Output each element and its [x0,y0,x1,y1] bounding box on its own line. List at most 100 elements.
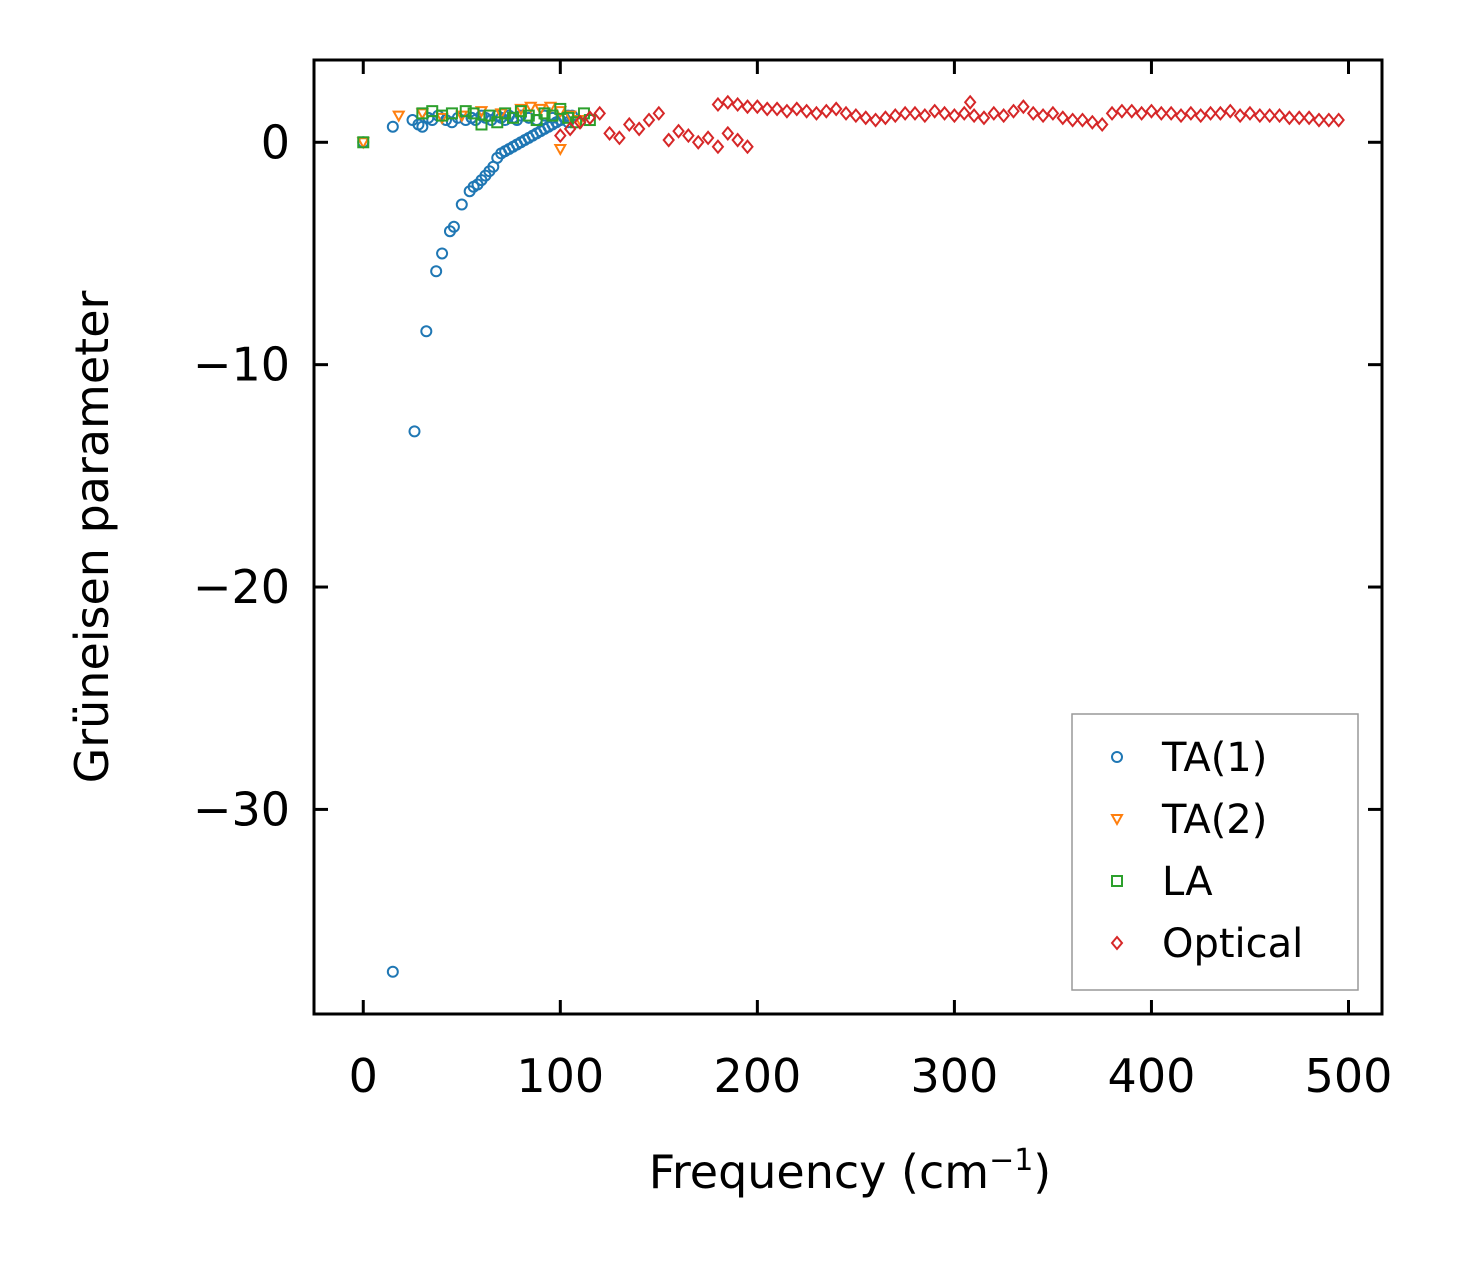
data-point [1273,108,1286,124]
data-point [455,198,468,211]
data-point [800,103,813,119]
data-point [711,96,725,113]
legend-entry: Optical [1110,921,1303,967]
data-point [491,116,504,129]
data-point [721,125,735,141]
data-point [357,136,370,149]
data-point [554,102,567,115]
data-point [447,220,460,233]
legend-box [1071,713,1359,991]
data-point [963,94,977,110]
x-tick-label: 200 [713,1049,801,1103]
legend-entry: LA [1111,859,1213,905]
data-point [479,111,492,124]
series-optical [554,94,1345,155]
data-point [530,114,543,127]
data-point [652,105,666,121]
data-point [1214,105,1227,121]
data-point [533,103,548,116]
data-point [445,107,458,120]
data-point [1164,105,1178,121]
data-point [918,108,932,124]
data-point [869,112,882,128]
data-point [1194,108,1208,124]
y-tick-label: −20 [193,560,290,614]
data-point [1283,110,1296,126]
data-point [908,105,922,121]
series-layer [356,94,1345,978]
legend: TA(1) TA(2) LA Optical [1071,713,1359,991]
y-tick-label: −10 [193,338,290,392]
data-point [1095,116,1109,133]
data-point [1174,108,1188,124]
data-point [1322,112,1336,128]
data-point [563,121,577,137]
data-point [711,139,725,155]
data-point [829,101,843,117]
data-point [682,128,695,144]
data-point [1086,114,1099,130]
data-point [1243,105,1257,121]
data-point [459,105,472,118]
data-point [957,105,971,121]
legend-entries: TA(1) TA(2) LA Optical [1110,735,1303,967]
data-point [1105,105,1119,121]
data-point [1076,112,1089,128]
data-point [475,118,488,131]
data-point [938,105,951,121]
data-point [420,325,433,338]
legend-marker [1110,935,1124,951]
data-point [1036,108,1050,124]
data-point [898,105,912,121]
data-point [543,101,558,114]
data-point [524,101,538,114]
data-point [741,139,754,155]
data-point [879,110,892,126]
x-tick-label: 0 [349,1049,378,1103]
data-point [987,105,1001,121]
legend-marker [1111,751,1123,763]
data-point [691,134,705,150]
data-point [701,130,715,146]
data-point [593,105,607,121]
x-tick-label: 100 [516,1049,604,1103]
y-tick-label: −30 [193,782,290,836]
data-point [1056,110,1070,126]
data-point [436,247,449,260]
data-point [1026,105,1040,121]
data-point [948,108,961,124]
data-point [1302,110,1316,126]
x-axis-label: Frequency (cm−1) [649,1143,1052,1199]
data-point [1263,108,1276,124]
data-point [1292,110,1306,126]
x-tick-label: 300 [910,1049,998,1103]
data-point [721,94,735,110]
data-point [780,103,794,119]
data-point [1115,103,1129,119]
data-point [731,96,744,113]
data-point [928,103,942,119]
data-point [1204,105,1217,121]
data-point [967,108,981,124]
x-tick-label: 500 [1305,1049,1393,1103]
data-point [997,108,1010,124]
data-point [573,114,587,130]
legend-label: LA [1162,859,1213,905]
data-point [553,143,568,157]
data-point [1233,108,1247,124]
legend-marker [1110,814,1124,827]
data-point [810,105,823,121]
data-point [1184,105,1198,121]
data-point [554,128,567,144]
data-point [392,110,406,123]
legend-marker [1111,875,1123,887]
data-point [430,265,443,278]
data-point [672,123,685,139]
ticks-layer: 0 100 200 300 400 500 0 −10 −20 −30 [193,60,1392,1103]
data-point [1332,112,1345,128]
data-point [1066,112,1079,128]
data-point [1223,103,1237,119]
x-tick-label: 400 [1108,1049,1196,1103]
data-point [751,99,764,115]
